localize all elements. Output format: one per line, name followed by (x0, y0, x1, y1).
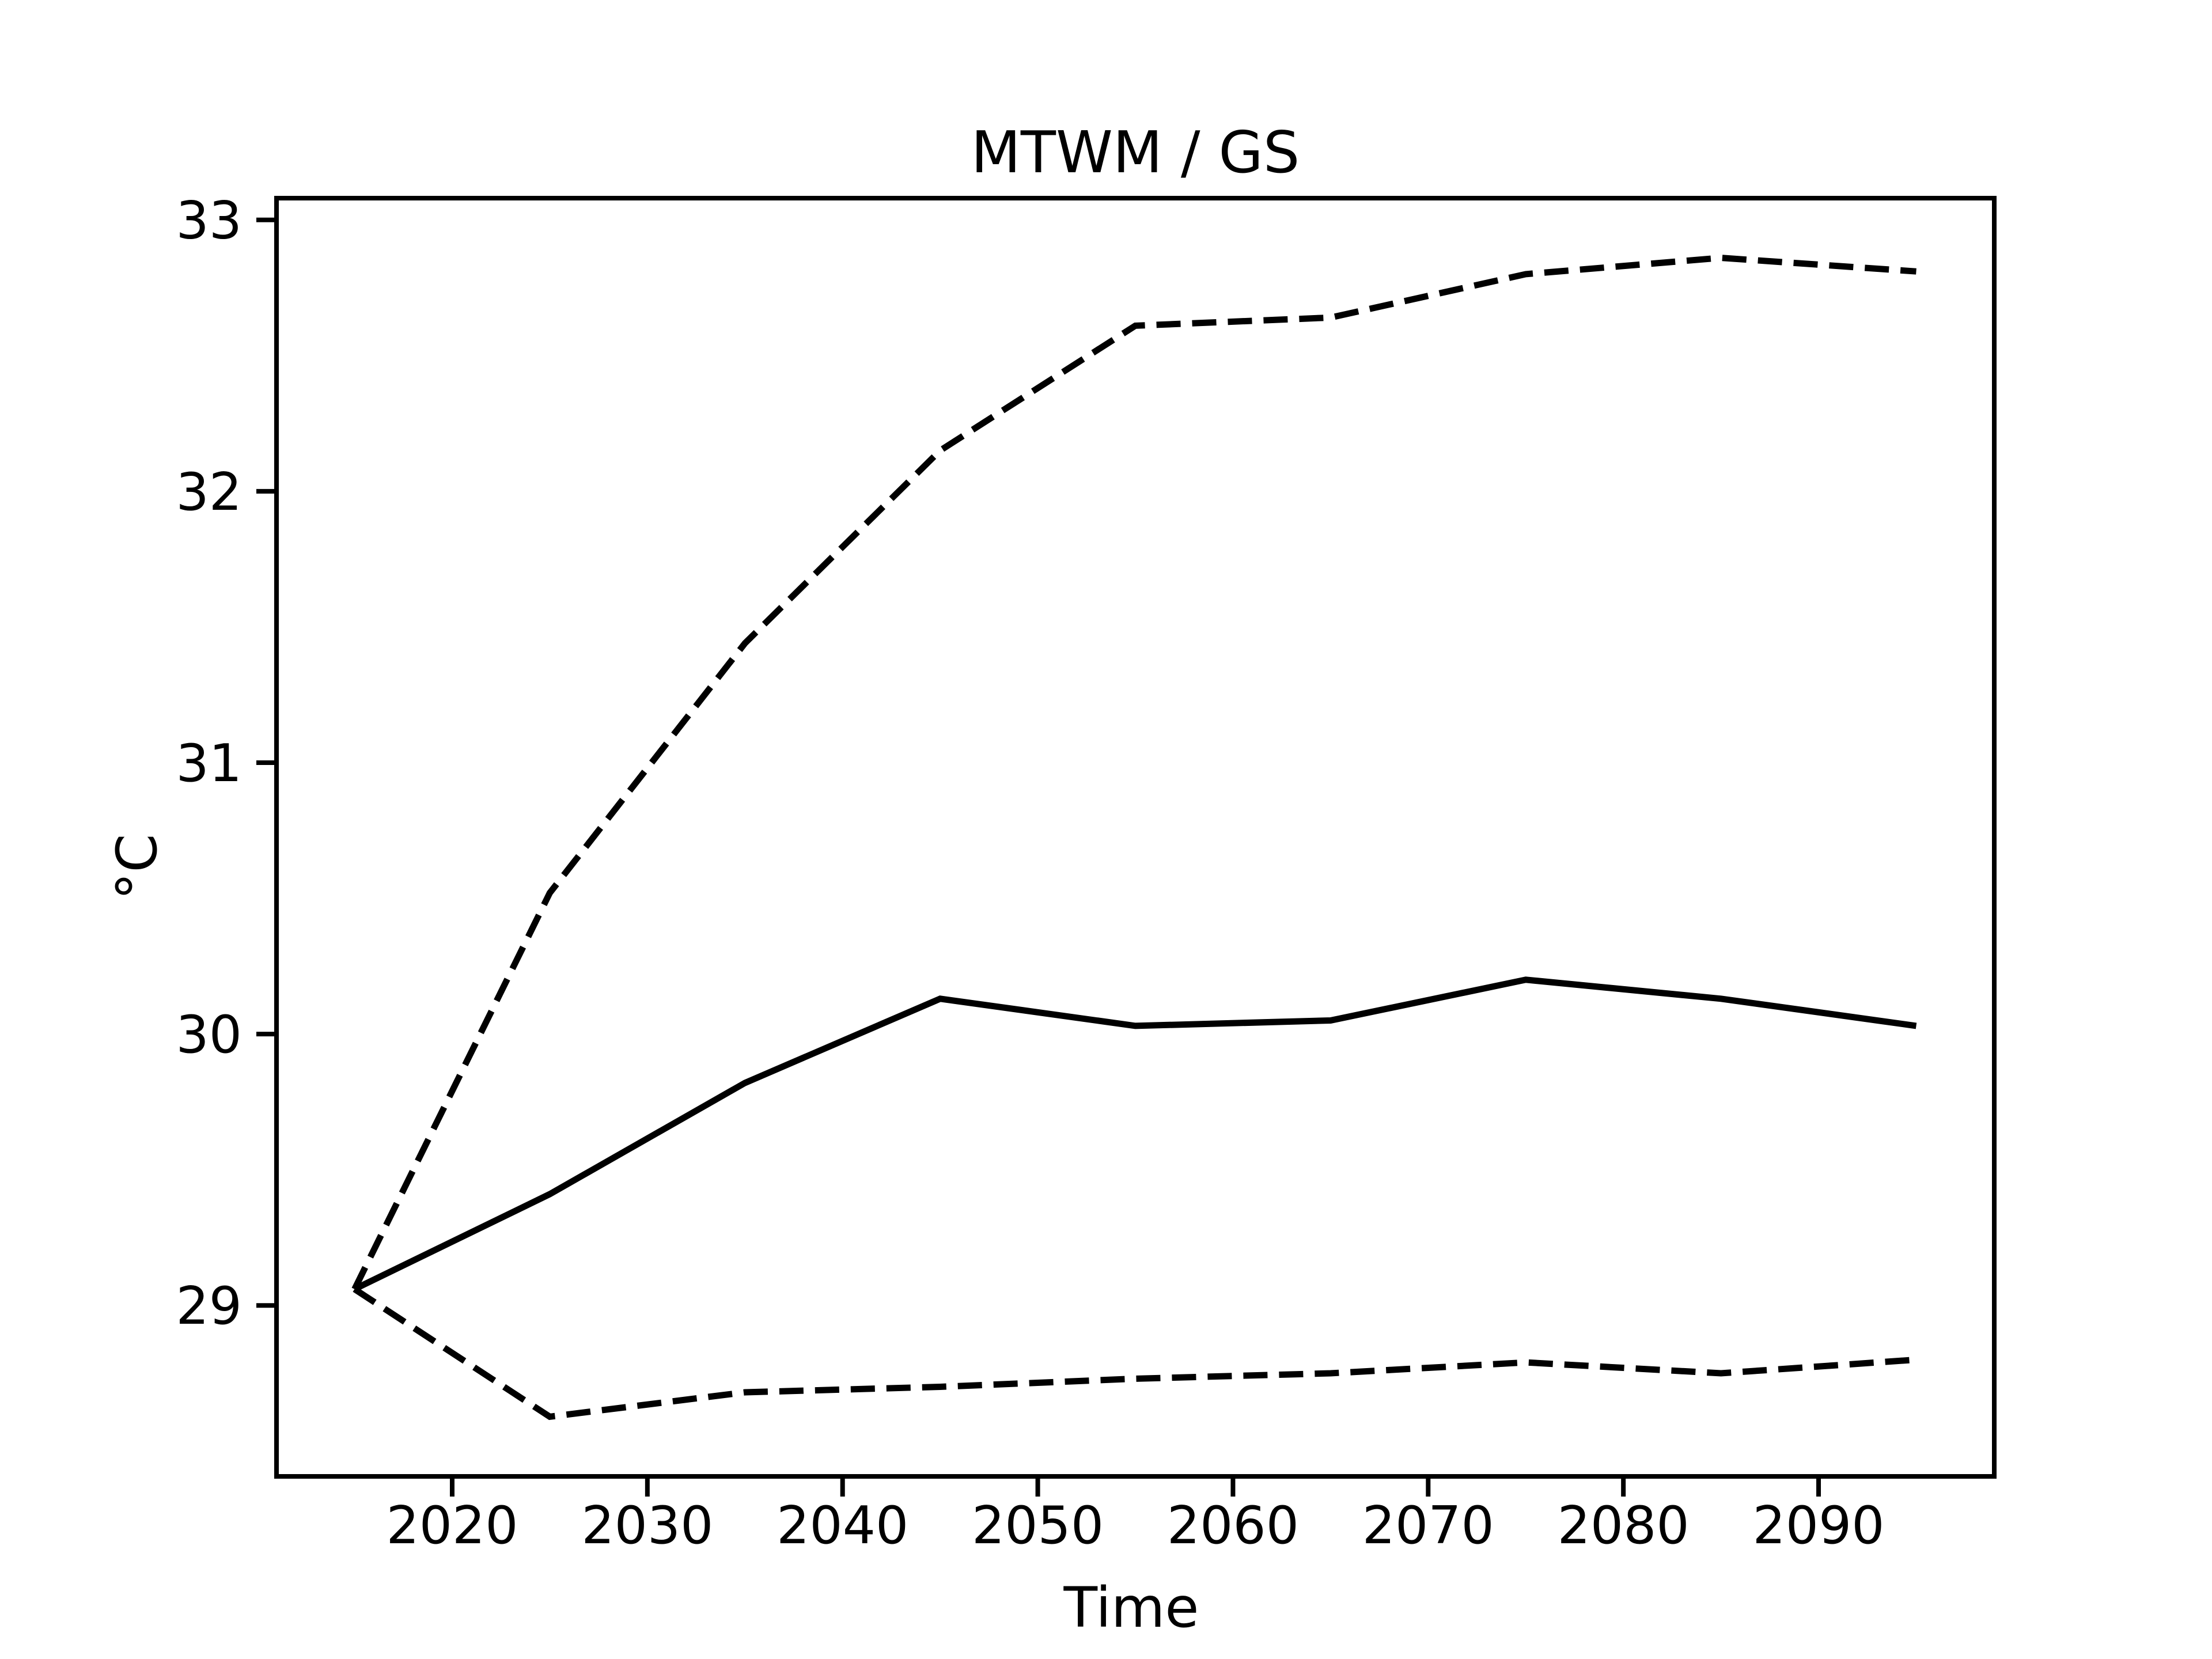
y-tick-label: 29 (176, 1276, 242, 1336)
series-line-mean (353, 976, 1917, 1292)
x-tick-label: 2050 (972, 1495, 1104, 1556)
x-tick-label: 2060 (1167, 1495, 1299, 1556)
y-tick-label: 30 (176, 1005, 242, 1065)
x-tick-label: 2030 (581, 1495, 713, 1556)
axes-frame (274, 196, 1997, 1479)
series-line-lower-bound (353, 1286, 1916, 1421)
x-axis-label: Time (1063, 1575, 1199, 1640)
y-tick-label: 32 (176, 462, 242, 522)
x-tick-label: 2070 (1362, 1495, 1494, 1556)
x-tick-label: 2080 (1558, 1495, 1690, 1556)
y-tick-label: 33 (176, 191, 242, 251)
chart-title: MTWM / GS (971, 119, 1300, 186)
series-line-upper-bound (351, 255, 1916, 1291)
x-tick-label: 2090 (1752, 1495, 1884, 1556)
x-tick-label: 2040 (777, 1495, 908, 1556)
x-tick-label: 2020 (386, 1495, 518, 1556)
y-tick-label: 31 (176, 733, 242, 794)
